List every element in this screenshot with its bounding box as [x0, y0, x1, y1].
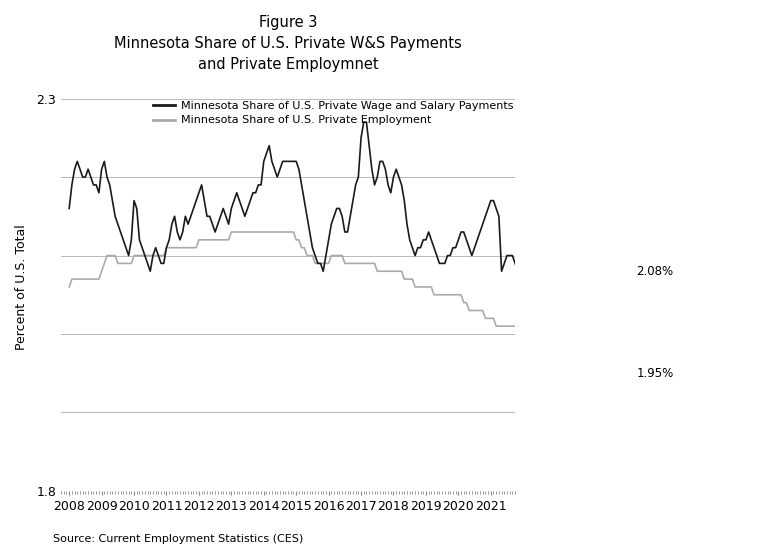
Y-axis label: Percent of U.S. Total: Percent of U.S. Total	[15, 224, 28, 350]
Legend: Minnesota Share of U.S. Private Wage and Salary Payments, Minnesota Share of U.S: Minnesota Share of U.S. Private Wage and…	[148, 97, 517, 130]
Text: Source: Current Employment Statistics (CES): Source: Current Employment Statistics (C…	[53, 535, 304, 544]
Title: Figure 3
Minnesota Share of U.S. Private W&S Payments
and Private Employmnet: Figure 3 Minnesota Share of U.S. Private…	[114, 15, 462, 72]
Text: 2.08%: 2.08%	[636, 265, 674, 278]
Text: 1.95%: 1.95%	[636, 367, 674, 380]
